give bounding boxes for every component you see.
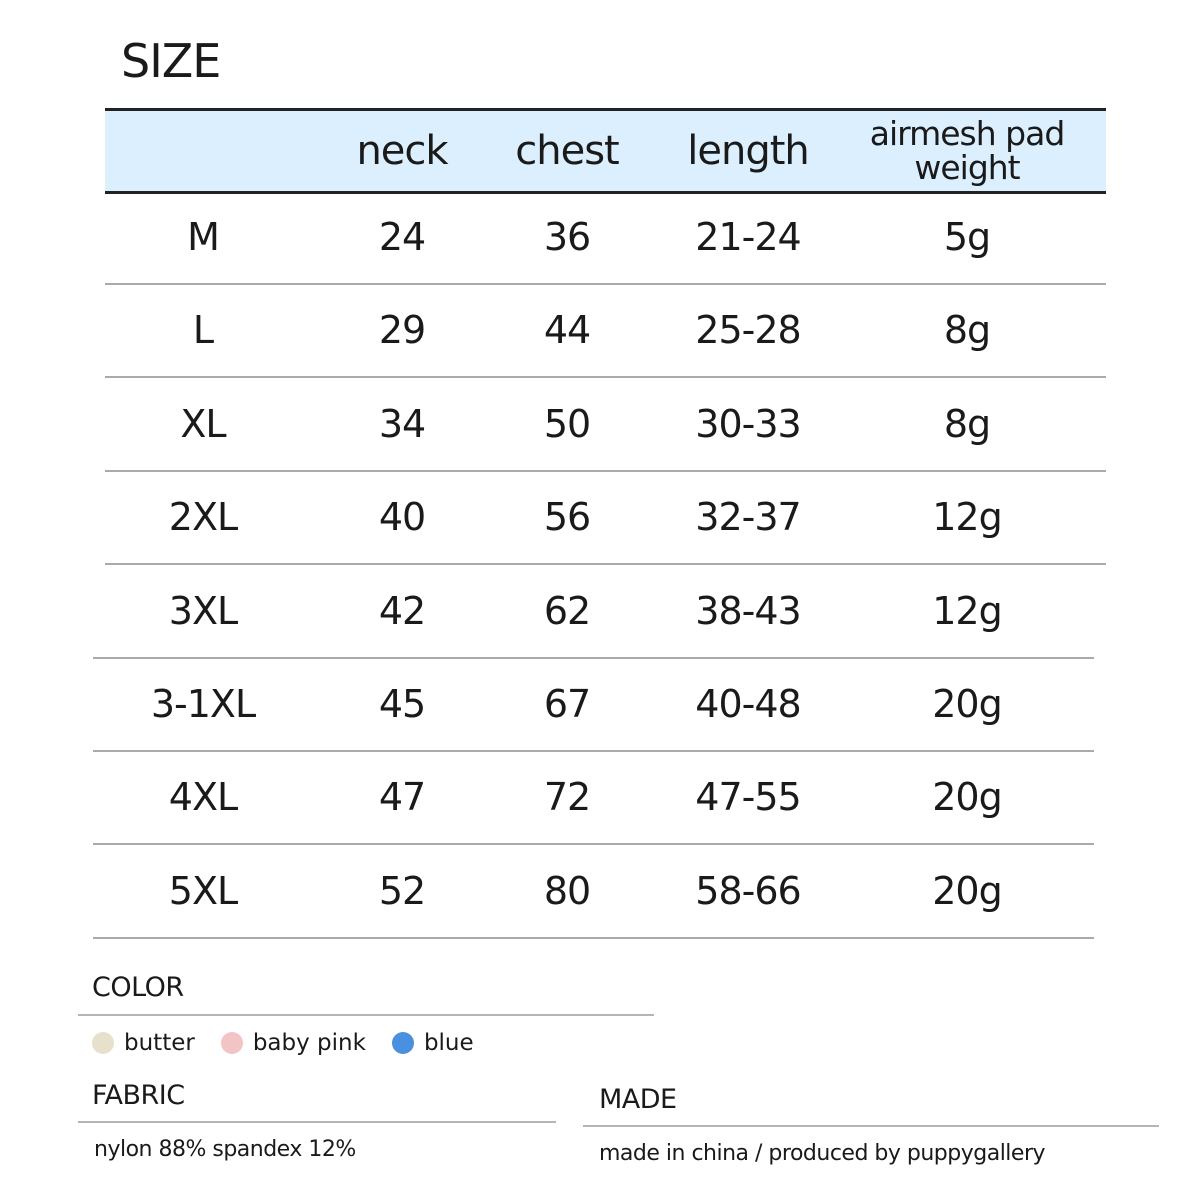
table-cell: 12g: [932, 495, 1002, 540]
fabric-text: nylon 88% spandex 12%: [94, 1137, 356, 1162]
table-row: 3-1XL 45 67 40-48 20g: [0, 658, 1200, 751]
table-cell: 36: [543, 215, 591, 259]
color-label: butter: [124, 1030, 195, 1056]
row-divider: [93, 843, 1094, 846]
row-divider: [105, 469, 1106, 472]
table-cell: 47-55: [695, 775, 801, 820]
table-row: 3XL 42 62 38-43 12g: [0, 565, 1200, 658]
table-cell: 29: [378, 308, 426, 353]
color-label: baby pink: [252, 1030, 366, 1056]
column-header: [93, 111, 313, 191]
row-divider: [105, 283, 1106, 285]
table-cell: 52: [378, 868, 426, 913]
divider: [78, 1014, 654, 1016]
color-option: butter: [92, 1030, 195, 1056]
table-cell: M: [187, 215, 220, 259]
table-cell: 20g: [932, 868, 1002, 913]
table-row: XL 34 50 30-33 8g: [0, 378, 1200, 471]
color-label: blue: [423, 1030, 474, 1056]
table-cell: 38-43: [695, 588, 801, 633]
color-swatch-icon: [391, 1032, 414, 1054]
table-cell: 20g: [932, 775, 1002, 820]
table-cell: 5g: [943, 215, 991, 259]
table-cell: 58-66: [695, 868, 801, 913]
table-cell: XL: [180, 401, 226, 446]
table-cell: 5XL: [168, 868, 238, 913]
table-row: L 29 44 25-28 8g: [0, 284, 1200, 377]
table-cell: 50: [543, 401, 591, 446]
column-header: length: [687, 128, 810, 174]
table-row: 5XL 52 80 58-66 20g: [0, 845, 1200, 938]
table-cell: 44: [543, 308, 591, 353]
table-cell: 25-28: [695, 308, 801, 353]
table-cell: 3XL: [168, 588, 238, 633]
color-heading: COLOR: [92, 972, 184, 1003]
row-divider: [93, 750, 1094, 752]
table-cell: 47: [378, 775, 426, 820]
table-cell: 2XL: [168, 495, 238, 540]
table-cell: 42: [378, 588, 426, 633]
column-header: neck: [356, 128, 448, 174]
table-cell: 34: [378, 401, 426, 446]
table-cell: 67: [543, 682, 591, 726]
table-cell: 40: [378, 495, 426, 540]
color-option: blue: [391, 1030, 474, 1056]
table-cell: 80: [543, 868, 591, 913]
table-cell: 4XL: [168, 775, 238, 820]
made-heading: MADE: [599, 1084, 677, 1115]
made-text: made in china / produced by puppygallery: [599, 1141, 1046, 1166]
color-swatch-icon: [92, 1032, 114, 1054]
divider: [78, 1121, 556, 1123]
page-title: SIZE: [121, 34, 221, 88]
color-options: butter baby pink blue: [92, 1030, 500, 1056]
table-cell: 45: [378, 682, 426, 726]
table-cell: 56: [543, 495, 591, 540]
table-cell: 8g: [943, 401, 991, 446]
table-cell: 72: [543, 775, 591, 820]
table-row: M 24 36 21-24 5g: [0, 191, 1200, 284]
column-header: airmesh pad weight: [869, 114, 1066, 187]
table-cell: 24: [378, 215, 426, 259]
table-cell: 21-24: [695, 215, 801, 259]
table-header: neck chest length airmesh pad weight: [105, 108, 1106, 194]
table-cell: 20g: [932, 682, 1002, 726]
color-option: baby pink: [220, 1030, 366, 1056]
row-divider: [93, 936, 1094, 939]
table-cell: 8g: [943, 308, 991, 353]
table-cell: 62: [543, 588, 591, 633]
row-divider: [105, 376, 1106, 379]
table-cell: 3-1XL: [150, 682, 256, 726]
table-cell: L: [192, 308, 214, 353]
table-cell: 40-48: [695, 682, 801, 726]
divider: [583, 1125, 1159, 1127]
row-divider: [93, 656, 1094, 659]
table-cell: 30-33: [695, 401, 801, 446]
table-cell: 12g: [932, 588, 1002, 633]
table-row: 4XL 47 72 47-55 20g: [0, 751, 1200, 844]
column-header: chest: [515, 128, 619, 174]
fabric-heading: FABRIC: [92, 1080, 185, 1111]
row-divider: [105, 563, 1106, 566]
color-swatch-icon: [220, 1032, 243, 1054]
table-cell: 32-37: [695, 495, 801, 540]
table-row: 2XL 40 56 32-37 12g: [0, 471, 1200, 564]
